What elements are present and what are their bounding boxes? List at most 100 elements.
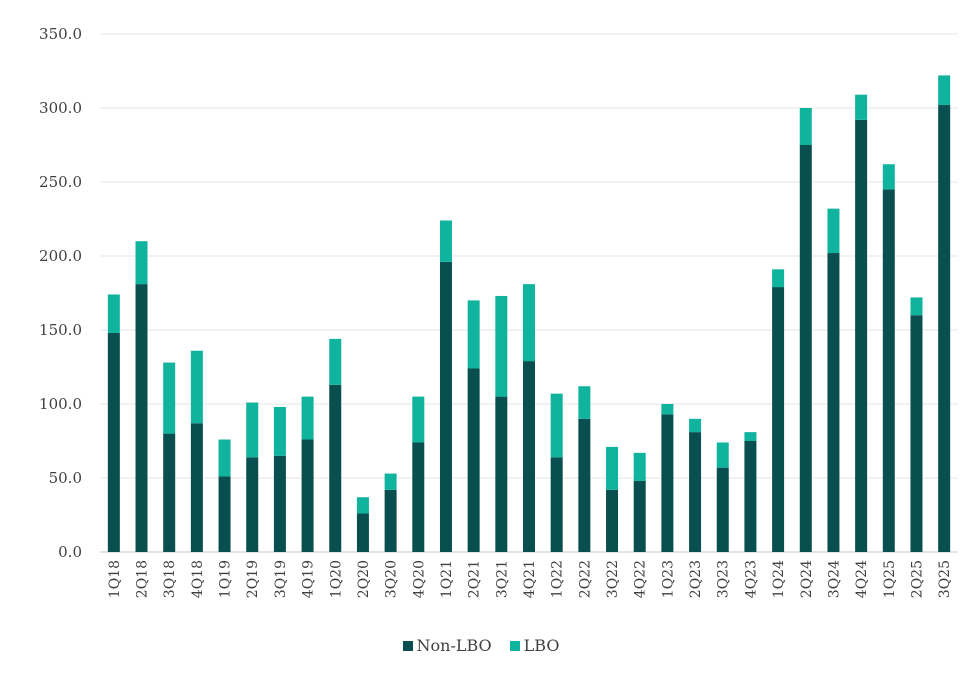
bar-non-lbo-4q20 bbox=[412, 442, 425, 552]
y-tick-label: 150.0 bbox=[39, 321, 82, 339]
bar-lbo-1q22 bbox=[550, 393, 563, 458]
legend-swatch-lbo bbox=[509, 640, 520, 651]
bar-lbo-3q20 bbox=[384, 473, 397, 490]
bar-lbo-4q20 bbox=[412, 396, 425, 443]
x-tick-label: 3Q20 bbox=[384, 560, 400, 598]
bar-lbo-3q24 bbox=[827, 208, 840, 254]
x-tick-label: 2Q25 bbox=[909, 560, 925, 598]
bar-lbo-2q18 bbox=[135, 241, 148, 285]
legend-item-lbo: LBO bbox=[509, 636, 560, 655]
x-tick-label: 1Q20 bbox=[328, 560, 344, 598]
bar-lbo-2q22 bbox=[578, 386, 591, 419]
bars bbox=[107, 75, 951, 553]
x-axis: 1Q18 2Q18 3Q18 4Q18 1Q19 2Q19 3Q19 4Q19 1Q20 2Q20… bbox=[107, 560, 953, 598]
legend-item-non-lbo: Non-LBO bbox=[402, 636, 492, 655]
bar-lbo-4q19 bbox=[301, 396, 314, 440]
bar-lbo-1q25 bbox=[882, 164, 895, 190]
x-tick-label: 3Q24 bbox=[826, 560, 842, 598]
bar-non-lbo-2q24 bbox=[799, 145, 812, 552]
bar-non-lbo-4q19 bbox=[301, 439, 314, 552]
x-tick-label: 4Q24 bbox=[854, 560, 870, 598]
x-tick-label: 4Q18 bbox=[190, 560, 206, 598]
bar-non-lbo-2q23 bbox=[689, 432, 702, 552]
bar-non-lbo-2q25 bbox=[910, 315, 923, 552]
bar-non-lbo-3q21 bbox=[495, 396, 508, 552]
bar-non-lbo-3q20 bbox=[384, 489, 397, 552]
legend-label-lbo: LBO bbox=[523, 636, 560, 655]
bar-lbo-4q21 bbox=[523, 284, 535, 362]
x-tick-label: 1Q23 bbox=[660, 560, 676, 598]
x-tick-label: 4Q22 bbox=[633, 560, 649, 598]
bar-lbo-3q22 bbox=[606, 446, 619, 490]
bar-lbo-1q24 bbox=[772, 269, 785, 288]
bar-non-lbo-2q19 bbox=[246, 457, 259, 552]
bar-non-lbo-3q19 bbox=[273, 455, 286, 552]
bar-lbo-2q23 bbox=[689, 418, 702, 433]
bar-non-lbo-1q24 bbox=[772, 287, 785, 552]
y-tick-label: 200.0 bbox=[39, 247, 82, 265]
x-tick-label: 4Q20 bbox=[411, 560, 427, 598]
bar-non-lbo-4q22 bbox=[633, 480, 646, 552]
x-tick-label: 2Q21 bbox=[467, 560, 483, 598]
bar-lbo-3q21 bbox=[495, 295, 508, 397]
legend-swatch-non-lbo bbox=[402, 640, 413, 651]
bar-non-lbo-1q18 bbox=[107, 332, 120, 552]
legend: Non-LBO LBO bbox=[0, 636, 962, 655]
x-tick-label: 1Q25 bbox=[882, 560, 898, 598]
y-tick-label: 350.0 bbox=[39, 25, 82, 43]
bar-lbo-2q19 bbox=[246, 402, 259, 458]
x-tick-label: 3Q21 bbox=[494, 560, 510, 598]
x-tick-label: 1Q22 bbox=[550, 560, 566, 598]
bar-lbo-1q21 bbox=[439, 220, 452, 262]
bar-lbo-3q23 bbox=[716, 442, 729, 468]
bar-lbo-1q20 bbox=[329, 338, 342, 385]
bar-non-lbo-1q20 bbox=[329, 384, 342, 552]
x-tick-label: 2Q20 bbox=[356, 560, 372, 598]
x-tick-label: 3Q22 bbox=[605, 560, 621, 598]
x-tick-label: 3Q25 bbox=[937, 560, 953, 598]
bar-non-lbo-3q22 bbox=[606, 489, 619, 552]
y-tick-label: 300.0 bbox=[39, 99, 82, 117]
bar-non-lbo-4q23 bbox=[744, 441, 757, 552]
bar-non-lbo-2q21 bbox=[467, 368, 480, 552]
x-tick-label: 4Q21 bbox=[522, 560, 538, 598]
bar-lbo-4q23 bbox=[744, 432, 757, 441]
x-tick-label: 2Q19 bbox=[245, 560, 261, 598]
bar-non-lbo-3q18 bbox=[163, 433, 176, 552]
bar-non-lbo-2q18 bbox=[135, 284, 148, 552]
bar-non-lbo-1q25 bbox=[882, 189, 895, 552]
y-tick-label: 50.0 bbox=[49, 469, 82, 487]
bar-lbo-2q20 bbox=[356, 497, 369, 514]
x-tick-label: 1Q24 bbox=[771, 560, 787, 598]
bar-lbo-2q21 bbox=[467, 300, 480, 369]
bar-non-lbo-4q24 bbox=[855, 119, 868, 552]
bar-non-lbo-2q22 bbox=[578, 418, 591, 552]
bar-lbo-4q22 bbox=[633, 452, 646, 481]
bar-lbo-3q25 bbox=[938, 75, 951, 106]
bar-lbo-2q25 bbox=[910, 297, 923, 316]
bar-lbo-1q18 bbox=[107, 294, 120, 333]
bar-non-lbo-3q23 bbox=[716, 467, 729, 552]
bar-non-lbo-4q18 bbox=[190, 423, 203, 552]
x-tick-label: 2Q22 bbox=[577, 560, 593, 598]
bar-lbo-1q19 bbox=[218, 439, 231, 477]
x-tick-label: 1Q21 bbox=[439, 560, 455, 598]
y-tick-label: 100.0 bbox=[39, 395, 82, 413]
x-tick-label: 3Q23 bbox=[716, 560, 732, 598]
bar-non-lbo-2q20 bbox=[356, 513, 369, 552]
y-axis: 0.0 50.0 100.0 150.0 200.0 250.0 300.0 350.0 bbox=[39, 25, 82, 561]
bar-lbo-3q18 bbox=[163, 362, 176, 434]
y-tick-label: 0.0 bbox=[58, 543, 82, 561]
bar-non-lbo-1q22 bbox=[550, 457, 563, 552]
legend-label-non-lbo: Non-LBO bbox=[416, 636, 492, 655]
x-tick-label: 1Q18 bbox=[107, 560, 123, 598]
bar-non-lbo-1q19 bbox=[218, 476, 231, 552]
x-tick-label: 2Q24 bbox=[799, 560, 815, 598]
x-tick-label: 3Q18 bbox=[162, 560, 178, 598]
bar-lbo-4q18 bbox=[190, 350, 203, 424]
bar-lbo-3q19 bbox=[273, 406, 286, 456]
x-tick-label: 3Q19 bbox=[273, 560, 289, 598]
bar-non-lbo-3q25 bbox=[938, 105, 951, 552]
x-tick-label: 2Q23 bbox=[688, 560, 704, 598]
